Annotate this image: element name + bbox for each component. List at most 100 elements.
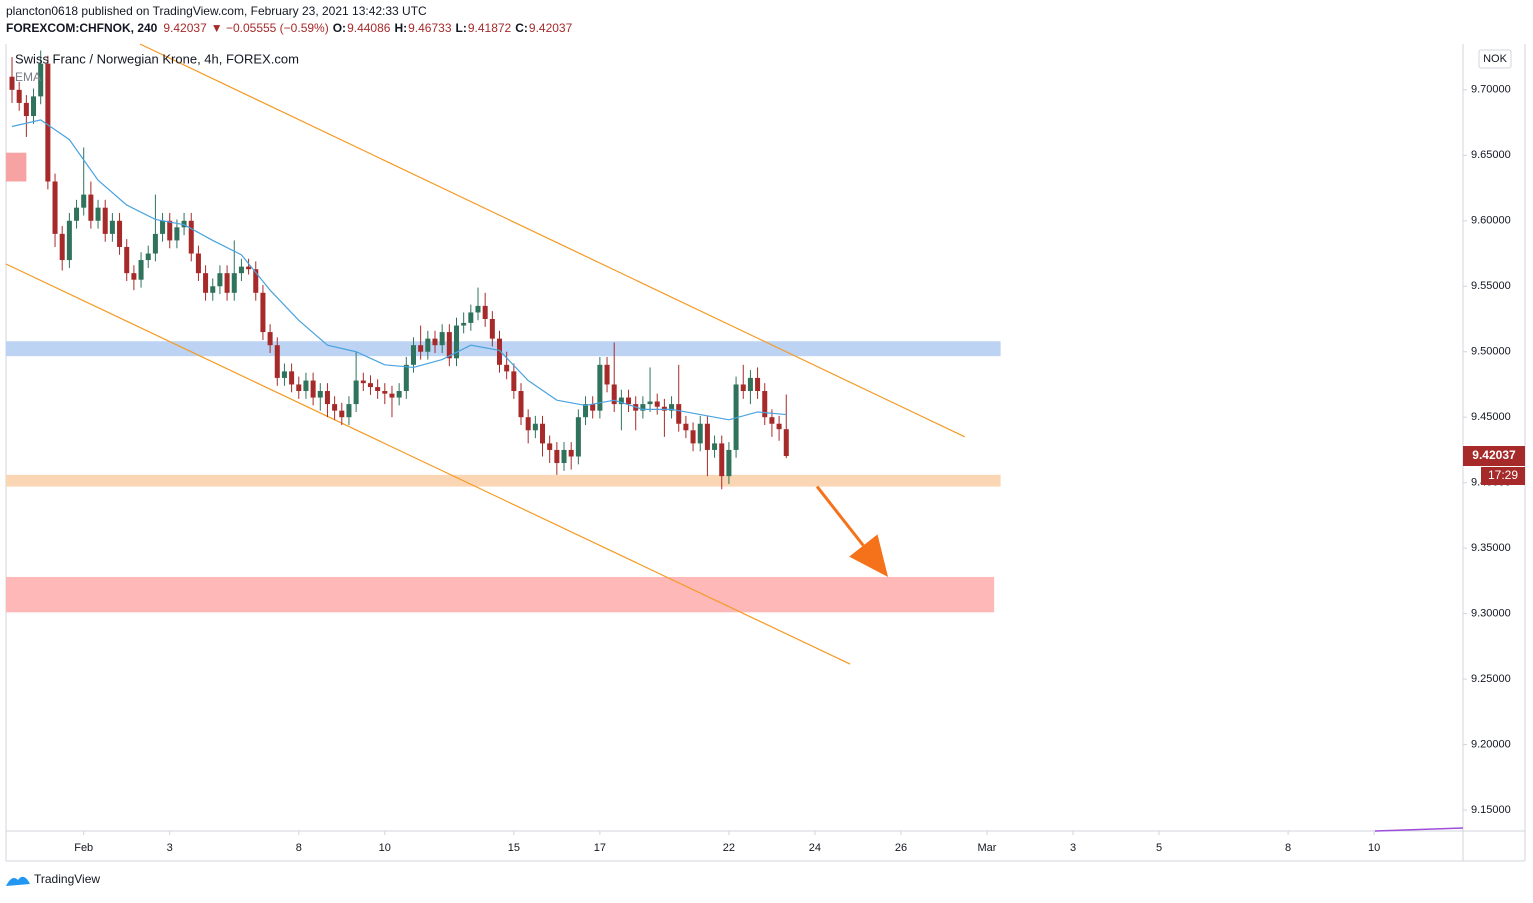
ohlc-value: 9.46733: [408, 21, 452, 35]
candle-body: [446, 332, 452, 359]
arrow-shaft: [815, 485, 865, 547]
candle-body: [554, 449, 560, 464]
ohlc-value: 9.42037: [529, 21, 573, 35]
x-tick-label: 5: [1156, 842, 1162, 854]
candle-body: [16, 89, 22, 103]
y-tick-label: 9.30000: [1471, 608, 1511, 620]
y-tick-label: 9.45000: [1471, 411, 1511, 423]
x-tick-label: 24: [809, 842, 821, 854]
candle-body: [217, 273, 223, 287]
x-tick-label: 3: [1070, 842, 1076, 854]
ohlc-label: H:: [394, 21, 407, 35]
indicator-label: EMA: [15, 70, 41, 84]
candle-body: [88, 194, 94, 221]
candle-body: [31, 96, 37, 117]
candle-body: [482, 305, 488, 319]
candle-body: [281, 371, 287, 378]
ohlc-header: FOREXCOM:CHFNOK, 240: [6, 21, 158, 35]
candle-body: [640, 404, 646, 411]
price-label: 9.42037: [1472, 448, 1516, 462]
ohlc-label: C:: [515, 21, 528, 35]
footer-logo: [6, 876, 30, 886]
candle-body: [418, 345, 424, 352]
candle-body: [453, 325, 460, 359]
candle-body: [704, 423, 710, 450]
candle-body: [253, 269, 259, 293]
candle-body: [267, 332, 273, 346]
candle-body: [346, 404, 352, 418]
currency: NOK: [1483, 53, 1508, 65]
candle-body: [95, 207, 101, 221]
candle-body: [611, 384, 617, 405]
x-tick-label: Mar: [978, 842, 997, 854]
candle-body: [740, 384, 746, 392]
candle-body: [382, 391, 388, 394]
candle-body: [561, 449, 567, 464]
candle-body: [296, 384, 302, 392]
candle-body: [755, 377, 761, 392]
y-tick-label: 9.65000: [1471, 149, 1511, 161]
candle-body: [188, 220, 194, 254]
candle-body: [690, 430, 696, 444]
candle-body: [403, 364, 409, 392]
candle-body: [762, 391, 768, 418]
x-tick-label: 10: [1368, 842, 1380, 854]
candle-body: [747, 377, 753, 392]
candle-body: [238, 266, 244, 274]
candle-body: [324, 391, 330, 405]
candle-body: [81, 194, 87, 208]
y-tick-label: 9.15000: [1471, 804, 1511, 816]
y-tick-label: 9.25000: [1471, 673, 1511, 685]
candle-body: [181, 220, 187, 228]
symbol: FOREXCOM:CHFNOK, 240: [6, 21, 158, 35]
ema-line: [11, 119, 787, 421]
candle-body: [231, 273, 237, 293]
x-tick-label: 8: [1285, 842, 1291, 854]
ohlc-label: O:: [333, 21, 346, 35]
candle-body: [626, 397, 632, 405]
currency-box: [1478, 49, 1512, 69]
candle-body: [568, 449, 574, 457]
footer-brand: TradingView: [34, 872, 100, 886]
trend-line: [5, 263, 851, 665]
x-tick-label: 3: [167, 842, 173, 854]
candle-body: [733, 384, 739, 450]
y-tick-label: 9.35000: [1471, 542, 1511, 554]
ohlc-value: 9.41872: [468, 21, 512, 35]
candle-body: [410, 345, 416, 365]
candle-body: [475, 305, 481, 313]
candle-body: [375, 387, 381, 392]
x-tick-label: 15: [508, 842, 520, 854]
candle-body: [496, 338, 503, 365]
candle-body: [769, 417, 775, 424]
candle-body: [525, 417, 531, 431]
x-tick-label: 10: [379, 842, 391, 854]
candle-body: [776, 423, 782, 430]
candle-body: [540, 423, 546, 444]
candle-body: [195, 253, 201, 274]
candle-body: [504, 364, 510, 372]
candle-body: [59, 233, 65, 261]
candle-body: [124, 246, 130, 274]
candle-body: [547, 443, 553, 450]
candle-body: [575, 417, 581, 457]
candle-body: [661, 406, 667, 411]
candle-body: [367, 383, 373, 388]
candle-body: [683, 423, 689, 431]
zone: [6, 152, 27, 182]
candle-body: [152, 233, 158, 254]
plot: [5, 43, 1001, 665]
candle-body: [432, 338, 438, 346]
change: ▼ −0.05555 (−0.59%): [211, 21, 329, 35]
countdown-box: [1481, 467, 1525, 486]
candle-body: [604, 364, 610, 385]
logo-icon: [6, 876, 30, 886]
candle-body: [246, 266, 252, 270]
y-tick-label: 9.20000: [1471, 738, 1511, 750]
trend-line: [139, 43, 966, 438]
candle-body: [109, 220, 115, 234]
candle-body: [167, 220, 173, 241]
candle-body: [654, 401, 660, 407]
candle-body: [274, 345, 280, 378]
